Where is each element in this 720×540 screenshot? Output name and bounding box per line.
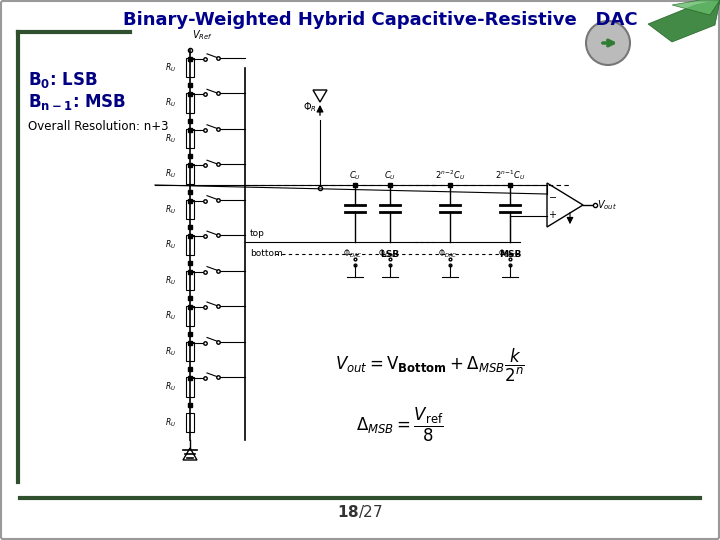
Text: Overall Resolution: n+3: Overall Resolution: n+3 — [28, 120, 168, 133]
Text: $+$: $+$ — [549, 208, 557, 219]
Bar — [186, 93, 194, 113]
Text: $V_{out} = \mathrm{V}_{\mathbf{Bottom}} + \Delta_{MSB}\dfrac{k}{2^n}$: $V_{out} = \mathrm{V}_{\mathbf{Bottom}} … — [335, 346, 525, 383]
Text: $2^{n\!-\!1}C_U$: $2^{n\!-\!1}C_U$ — [495, 168, 525, 182]
Bar — [186, 200, 194, 219]
Text: LSB: LSB — [380, 250, 400, 259]
Text: $\Phi_{DAC}$: $\Phi_{DAC}$ — [343, 247, 363, 260]
Bar — [186, 306, 194, 326]
Text: $V_{out}$: $V_{out}$ — [597, 198, 617, 212]
Text: $R_U$: $R_U$ — [165, 97, 176, 110]
Text: $2^{n\!-\!2}C_U$: $2^{n\!-\!2}C_U$ — [435, 168, 465, 182]
Text: Binary-Weighted Hybrid Capacitive-Resistive   DAC: Binary-Weighted Hybrid Capacitive-Resist… — [122, 11, 637, 29]
Text: $R_U$: $R_U$ — [165, 168, 176, 180]
Bar — [186, 413, 194, 432]
Text: $C_U$: $C_U$ — [349, 170, 361, 182]
Bar — [186, 129, 194, 149]
Text: $R_U$: $R_U$ — [165, 62, 176, 74]
Bar — [186, 271, 194, 290]
Text: $\Phi_{DAC}$: $\Phi_{DAC}$ — [438, 247, 458, 260]
Text: $\Phi_{DAC}$: $\Phi_{DAC}$ — [498, 247, 518, 260]
Polygon shape — [313, 90, 327, 102]
Text: $R_U$: $R_U$ — [165, 309, 176, 322]
Text: $\Phi_{DAC}$: $\Phi_{DAC}$ — [378, 247, 397, 260]
Text: $R_U$: $R_U$ — [165, 381, 176, 393]
Text: $R_U$: $R_U$ — [165, 274, 176, 287]
Text: bottom: bottom — [250, 249, 283, 259]
Text: MSB: MSB — [499, 250, 521, 259]
Text: $R_U$: $R_U$ — [165, 132, 176, 145]
Text: $-$: $-$ — [549, 191, 557, 201]
Text: $\Phi_R$: $\Phi_R$ — [303, 100, 317, 114]
Text: top: top — [250, 230, 265, 239]
Text: $\mathbf{B_{n-1}}$: MSB: $\mathbf{B_{n-1}}$: MSB — [28, 92, 127, 112]
Text: $R_U$: $R_U$ — [165, 416, 176, 429]
Bar — [186, 342, 194, 361]
Text: $\Delta_{MSB} = \dfrac{V_{\mathrm{ref}}}{8}$: $\Delta_{MSB} = \dfrac{V_{\mathrm{ref}}}… — [356, 406, 444, 444]
Bar — [186, 58, 194, 77]
Polygon shape — [648, 0, 720, 42]
Text: $V_{Ref}$: $V_{Ref}$ — [192, 28, 213, 42]
Text: $C_U$: $C_U$ — [384, 170, 396, 182]
Text: $R_U$: $R_U$ — [165, 345, 176, 357]
Polygon shape — [547, 183, 583, 227]
Text: $\mathbf{18}$$/27$: $\mathbf{18}$$/27$ — [337, 503, 383, 521]
Text: $\mathbf{B_0}$: LSB: $\mathbf{B_0}$: LSB — [28, 70, 98, 90]
Circle shape — [586, 21, 630, 65]
Bar — [186, 164, 194, 184]
Bar — [186, 235, 194, 255]
Bar — [186, 377, 194, 396]
Polygon shape — [672, 0, 720, 15]
Polygon shape — [183, 448, 197, 460]
Text: $R_U$: $R_U$ — [165, 203, 176, 216]
Text: $R_U$: $R_U$ — [165, 239, 176, 251]
